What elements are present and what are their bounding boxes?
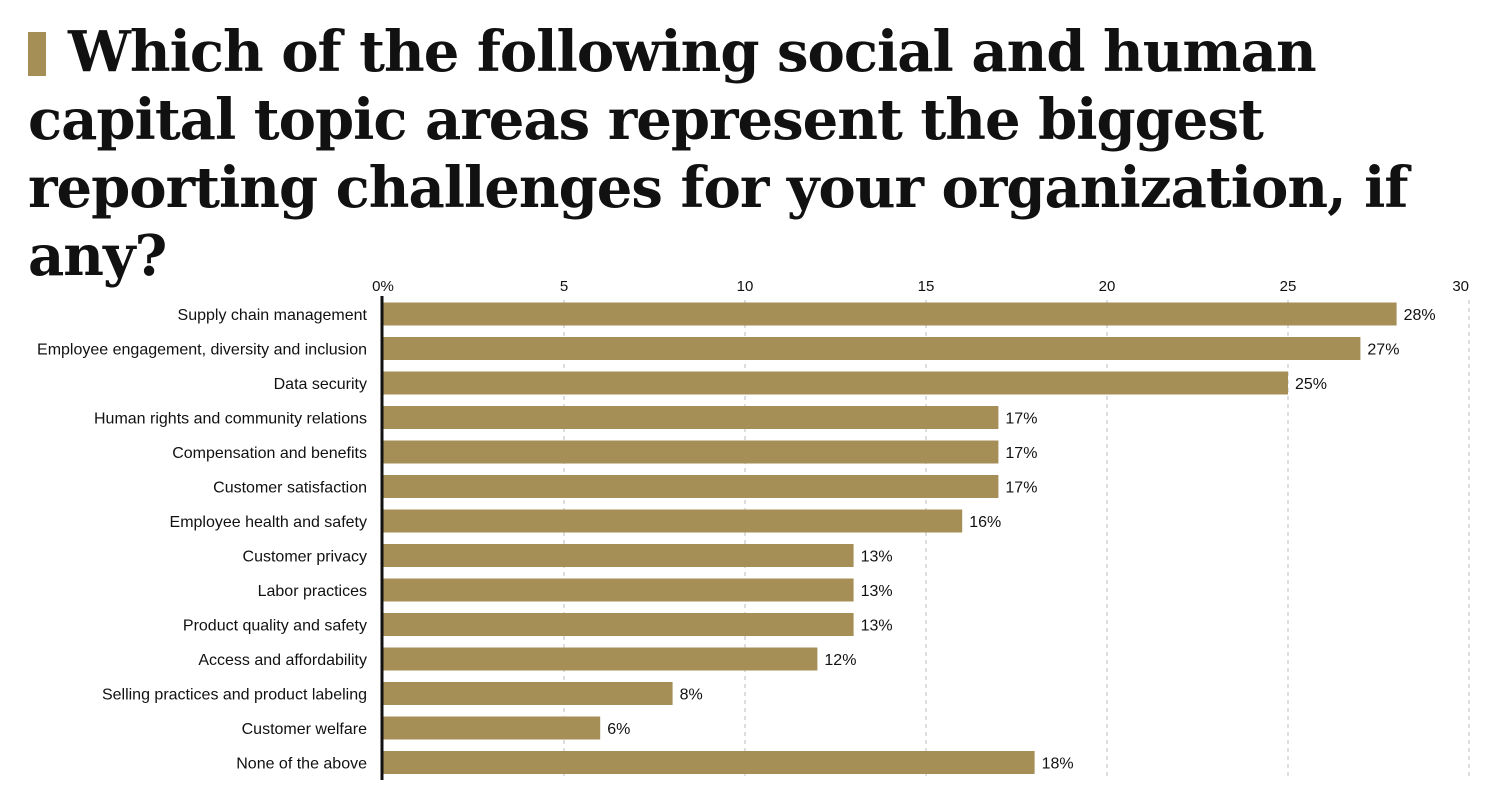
value-label: 13% xyxy=(861,549,893,566)
category-label: Human rights and community relations xyxy=(94,411,367,428)
value-labels: 28%27%25%17%17%17%16%13%13%13%12%8%6%18% xyxy=(607,307,1435,773)
bar xyxy=(383,509,963,533)
value-label: 28% xyxy=(1404,307,1436,324)
category-label: Product quality and safety xyxy=(183,618,367,635)
category-label: Supply chain management xyxy=(178,307,368,324)
bar xyxy=(383,371,1288,395)
value-label: 17% xyxy=(1005,445,1037,462)
value-label: 6% xyxy=(607,721,630,738)
x-tick-label: 5 xyxy=(560,278,568,295)
category-label: Employee engagement, diversity and inclu… xyxy=(37,342,367,359)
bar xyxy=(383,440,999,464)
bar xyxy=(383,578,854,602)
value-label: 12% xyxy=(824,652,856,669)
bar xyxy=(383,475,999,498)
category-label: Customer privacy xyxy=(243,549,367,566)
category-label: Labor practices xyxy=(258,583,367,600)
value-label: 13% xyxy=(861,583,893,600)
x-axis-ticks: 0% 5 10 15 20 25 30 xyxy=(372,278,1469,295)
x-tick-label: 10 xyxy=(737,278,754,295)
value-label: 25% xyxy=(1295,376,1327,393)
category-label: Access and affordability xyxy=(198,652,367,669)
bar xyxy=(383,613,854,636)
x-tick-label: 25 xyxy=(1280,278,1297,295)
x-tick-label: 0% xyxy=(372,278,394,295)
bar xyxy=(383,544,854,567)
value-label: 13% xyxy=(861,618,893,635)
category-label: Customer satisfaction xyxy=(213,480,367,497)
bar xyxy=(383,647,818,671)
value-label: 17% xyxy=(1005,411,1037,428)
x-tick-label: 20 xyxy=(1099,278,1116,295)
bars xyxy=(383,302,1397,774)
chart-title: Which of the following social and human … xyxy=(28,19,1408,289)
category-label: Employee health and safety xyxy=(170,514,367,531)
category-label: Data security xyxy=(274,376,367,393)
title-accent-bar xyxy=(28,32,46,76)
bar xyxy=(383,302,1397,326)
value-label: 17% xyxy=(1005,480,1037,497)
bar xyxy=(383,716,601,740)
bar xyxy=(383,682,673,705)
value-label: 16% xyxy=(969,514,1001,531)
bar xyxy=(383,337,1361,360)
category-label: Compensation and benefits xyxy=(172,445,367,462)
x-tick-label: 30 xyxy=(1452,278,1469,295)
category-label: Customer welfare xyxy=(242,721,367,738)
bar xyxy=(383,406,999,429)
value-label: 27% xyxy=(1367,342,1399,359)
category-labels: Supply chain management Employee engageme… xyxy=(37,307,368,773)
bar xyxy=(383,751,1035,774)
category-label: None of the above xyxy=(236,756,367,773)
x-tick-label: 15 xyxy=(918,278,935,295)
value-label: 8% xyxy=(680,687,703,704)
title-block: Which of the following social and human … xyxy=(28,18,1478,290)
category-label: Selling practices and product labeling xyxy=(102,687,367,704)
value-label: 18% xyxy=(1042,756,1074,773)
